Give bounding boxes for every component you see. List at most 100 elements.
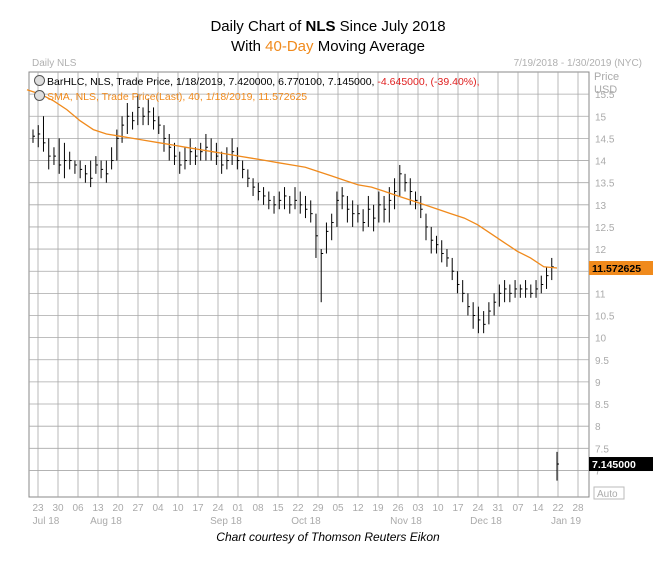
x-tick-label: 27 [132, 503, 144, 514]
price-bar [194, 147, 198, 165]
price-bar [189, 138, 193, 165]
price-bar [273, 195, 277, 214]
y-axis-title: Price [594, 71, 619, 83]
price-bar [462, 280, 465, 303]
title-prefix: Daily Chart of [210, 18, 306, 35]
price-bar [90, 160, 93, 188]
price-bar [420, 195, 423, 219]
price-bar [341, 187, 345, 210]
price-bar [435, 235, 439, 254]
price-bar [163, 125, 166, 152]
sma-value-badge-bg [589, 261, 653, 276]
last-price-badge: 7.145000 [592, 459, 636, 471]
y-tick-label: 15.5 [595, 90, 615, 101]
price-bar [32, 129, 35, 143]
price-bar [284, 187, 287, 210]
subtitle-suffix: Moving Average [313, 38, 425, 55]
price-bar [126, 102, 130, 134]
price-bar [467, 293, 470, 316]
x-tick-label: 17 [192, 503, 204, 514]
y-tick-label: 13.5 [595, 179, 615, 190]
subtitle-prefix: With [231, 38, 266, 55]
price-bar [498, 284, 502, 307]
x-tick-label: 24 [472, 503, 484, 514]
price-bar [551, 257, 554, 281]
x-tick-label: 19 [372, 503, 384, 514]
y-tick-label: 12 [595, 245, 607, 256]
y-tick-label: 7 [595, 466, 601, 477]
subtitle-highlight: 40-Day [265, 38, 314, 55]
price-bar [105, 160, 109, 183]
x-tick-label: 03 [412, 503, 424, 514]
x-tick-label: 14 [532, 503, 544, 514]
price-bar [226, 147, 229, 170]
x-tick-label: 13 [92, 503, 104, 514]
auto-scale-button[interactable]: Auto [593, 486, 625, 500]
price-bar [509, 284, 512, 303]
price-bar [53, 147, 56, 165]
sma-line [26, 89, 558, 269]
price-bar [304, 195, 308, 219]
series-settings-icon[interactable] [34, 75, 45, 86]
price-bar [289, 195, 292, 214]
price-bar [383, 195, 387, 223]
legend-price-bars: BarHLC, NLS, Trade Price, 1/18/2019, 7.4… [34, 75, 480, 88]
y-tick-label: 14 [595, 157, 607, 168]
auto-button-label: Auto [597, 489, 618, 500]
legend-bar-change: -4.645000, (-39.40%), [377, 76, 480, 88]
y-tick-label: 8.5 [595, 400, 609, 411]
price-bar [315, 213, 318, 258]
price-bar [441, 240, 444, 263]
price-bar [158, 116, 161, 134]
x-tick-label: 30 [52, 503, 64, 514]
price-bar [79, 160, 83, 179]
price-bar [268, 191, 271, 210]
chart-credit: Chart courtesy of Thomson Reuters Eikon [216, 530, 440, 544]
x-tick-label: 10 [172, 503, 184, 514]
price-bar [357, 204, 360, 223]
x-tick-label: 01 [232, 503, 244, 514]
price-bar [116, 129, 119, 161]
y-tick-label: 14.5 [595, 134, 615, 145]
y-tick-label: 10.5 [595, 311, 615, 322]
price-bar [299, 191, 303, 214]
x-tick-label: 15 [272, 503, 284, 514]
x-tick-label: 10 [432, 503, 444, 514]
price-bar [325, 222, 329, 254]
price-bar [525, 280, 528, 298]
price-bar [404, 173, 408, 192]
price-bar [331, 213, 334, 241]
price-bar [472, 302, 476, 329]
x-tick-label: 06 [72, 503, 84, 514]
price-bar [168, 133, 172, 161]
x-tick-label: 05 [332, 503, 344, 514]
y-tick-label: 9.5 [595, 356, 609, 367]
price-bar [540, 275, 544, 294]
price-bar [514, 280, 518, 298]
price-bar [215, 142, 219, 165]
price-bar [415, 191, 418, 210]
price-bar [231, 138, 235, 165]
x-month-label: Jul 18 [33, 516, 60, 527]
price-bar [378, 191, 381, 223]
y-axis-unit: USD [594, 84, 617, 96]
legend-sma-text: SMA, NLS, Trade Price(Last), 40, 1/18/20… [47, 91, 308, 103]
x-month-label: Jan 19 [551, 516, 581, 527]
price-bar [132, 111, 135, 130]
x-tick-label: 23 [32, 503, 44, 514]
price-bar [257, 182, 261, 201]
legend-sma: SMA, NLS, Trade Price(Last), 40, 1/18/20… [34, 90, 307, 103]
price-bar [278, 191, 282, 210]
price-bar [519, 284, 523, 298]
price-bar [58, 138, 62, 174]
price-bar [137, 94, 140, 126]
y-tick-label: 15 [595, 112, 607, 123]
x-tick-label: 29 [312, 503, 324, 514]
price-bar [184, 147, 187, 170]
x-tick-label: 22 [292, 503, 304, 514]
series-settings-icon[interactable] [34, 90, 45, 101]
price-bar [142, 107, 146, 126]
price-bar [373, 204, 376, 232]
price-bar [236, 147, 240, 170]
price-bar [263, 187, 266, 205]
